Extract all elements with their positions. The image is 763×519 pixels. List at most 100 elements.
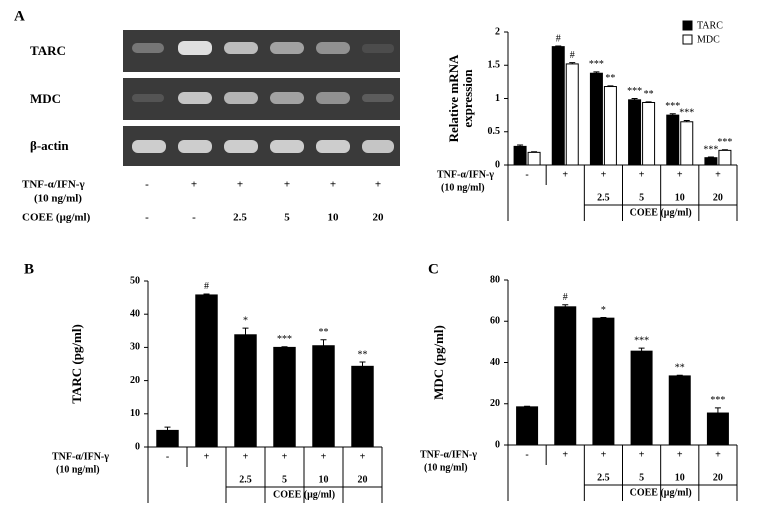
error-bar [645, 101, 652, 103]
significance-label: *** [627, 86, 642, 97]
error-bar [607, 85, 614, 87]
significance-label: # [563, 292, 568, 303]
bar [565, 63, 579, 166]
error-bar [569, 62, 576, 64]
treatment-label: (10 ng/ml) [424, 462, 468, 473]
dose-label: COEE (μg/ml) [630, 207, 692, 218]
dose-label: COEE (μg/ml) [273, 489, 335, 500]
dose-value: 5 [639, 472, 644, 483]
y-tick-label: 1 [495, 93, 500, 104]
treatment-label: (10 ng/ml) [56, 464, 100, 475]
dose-value: - [145, 212, 149, 224]
significance-label: *** [277, 334, 292, 345]
bar [628, 99, 642, 166]
bar [704, 157, 718, 166]
error-bar [669, 113, 676, 116]
treatment-label: TNF-α/IFN-γ [420, 449, 477, 460]
bar [680, 121, 694, 166]
gel-row-label: β-actin [30, 138, 69, 153]
y-tick-label: 50 [130, 275, 140, 286]
treatment-sign: + [204, 451, 210, 462]
y-tick-label: 60 [490, 316, 500, 327]
treatment-sign: - [525, 449, 528, 460]
error-bar [517, 144, 524, 147]
treatment-sign: + [677, 169, 683, 180]
bar [156, 429, 179, 448]
error-bar [676, 374, 683, 376]
treatment-sign: + [360, 451, 366, 462]
bar [706, 412, 729, 446]
treatment-sign: + [321, 451, 327, 462]
treatment-sign: + [282, 451, 288, 462]
error-bar [281, 346, 288, 348]
significance-label: ** [319, 327, 329, 338]
significance-label: *** [679, 108, 694, 119]
bar [668, 375, 691, 446]
legend-label: MDC [697, 34, 720, 45]
treatment-sign: + [562, 449, 568, 460]
y-tick-label: 30 [130, 342, 140, 353]
y-tick-label: 40 [490, 357, 500, 368]
error-bar [203, 293, 210, 295]
treatment-sign: - [145, 179, 149, 191]
gel-image [123, 30, 400, 166]
bar [603, 86, 617, 166]
y-tick-label: 20 [490, 398, 500, 409]
legend-label: TARC [697, 20, 723, 31]
dose-value: 10 [675, 472, 685, 483]
y-axis-label: TARC (pg/ml) [69, 324, 84, 404]
significance-label: ** [644, 89, 654, 100]
treatment-sign: + [601, 449, 607, 460]
treatment-sign: + [330, 179, 336, 191]
dose-label: COEE (μg/ml) [22, 212, 91, 224]
error-bar [359, 361, 366, 367]
significance-label: ** [605, 73, 615, 84]
significance-label: * [243, 315, 248, 326]
error-bar [600, 317, 607, 319]
treatment-sign: + [375, 179, 381, 191]
error-bar [721, 149, 728, 151]
panel-letter: C [428, 261, 439, 277]
treatment-sign: - [166, 451, 169, 462]
dose-value: 5 [284, 212, 290, 224]
y-tick-label: 0 [135, 441, 140, 452]
y-tick-label: 0.5 [488, 126, 501, 137]
error-bar [714, 407, 721, 414]
dose-value: 5 [282, 474, 287, 485]
significance-label: *** [717, 137, 732, 148]
treatment-sign: + [715, 449, 721, 460]
bar [554, 306, 577, 446]
bar [195, 294, 218, 448]
error-bar [707, 156, 714, 158]
significance-label: *** [634, 335, 649, 346]
treatment-sign: + [677, 449, 683, 460]
error-bar [631, 98, 638, 100]
y-tick-label: 80 [490, 274, 500, 285]
y-tick-label: 20 [130, 375, 140, 386]
y-axis-label: expression [460, 69, 475, 128]
bar [351, 365, 374, 448]
significance-label: # [556, 33, 561, 44]
gel-row-label: MDC [30, 91, 61, 106]
treatment-label: TNF-α/IFN-γ [52, 451, 109, 462]
panel-letter: A [14, 8, 25, 24]
treatment-sign: + [243, 451, 249, 462]
significance-label: # [204, 281, 209, 292]
dose-value: 2.5 [597, 472, 610, 483]
dose-value: 2.5 [233, 212, 247, 224]
significance-label: *** [710, 395, 725, 406]
dose-value: 2.5 [239, 474, 252, 485]
bar [516, 406, 539, 446]
treatment-sign: + [562, 169, 568, 180]
treatment-sign: + [639, 169, 645, 180]
dose-value: 5 [639, 192, 644, 203]
error-bar [683, 119, 690, 122]
dose-value: 10 [328, 212, 340, 224]
significance-label: ** [358, 349, 368, 360]
error-bar [593, 71, 600, 74]
y-axis-label: MDC (pg/ml) [431, 325, 446, 400]
treatment-label: (10 ng/ml) [34, 193, 82, 205]
significance-label: *** [703, 144, 718, 155]
dose-value: 20 [713, 472, 723, 483]
